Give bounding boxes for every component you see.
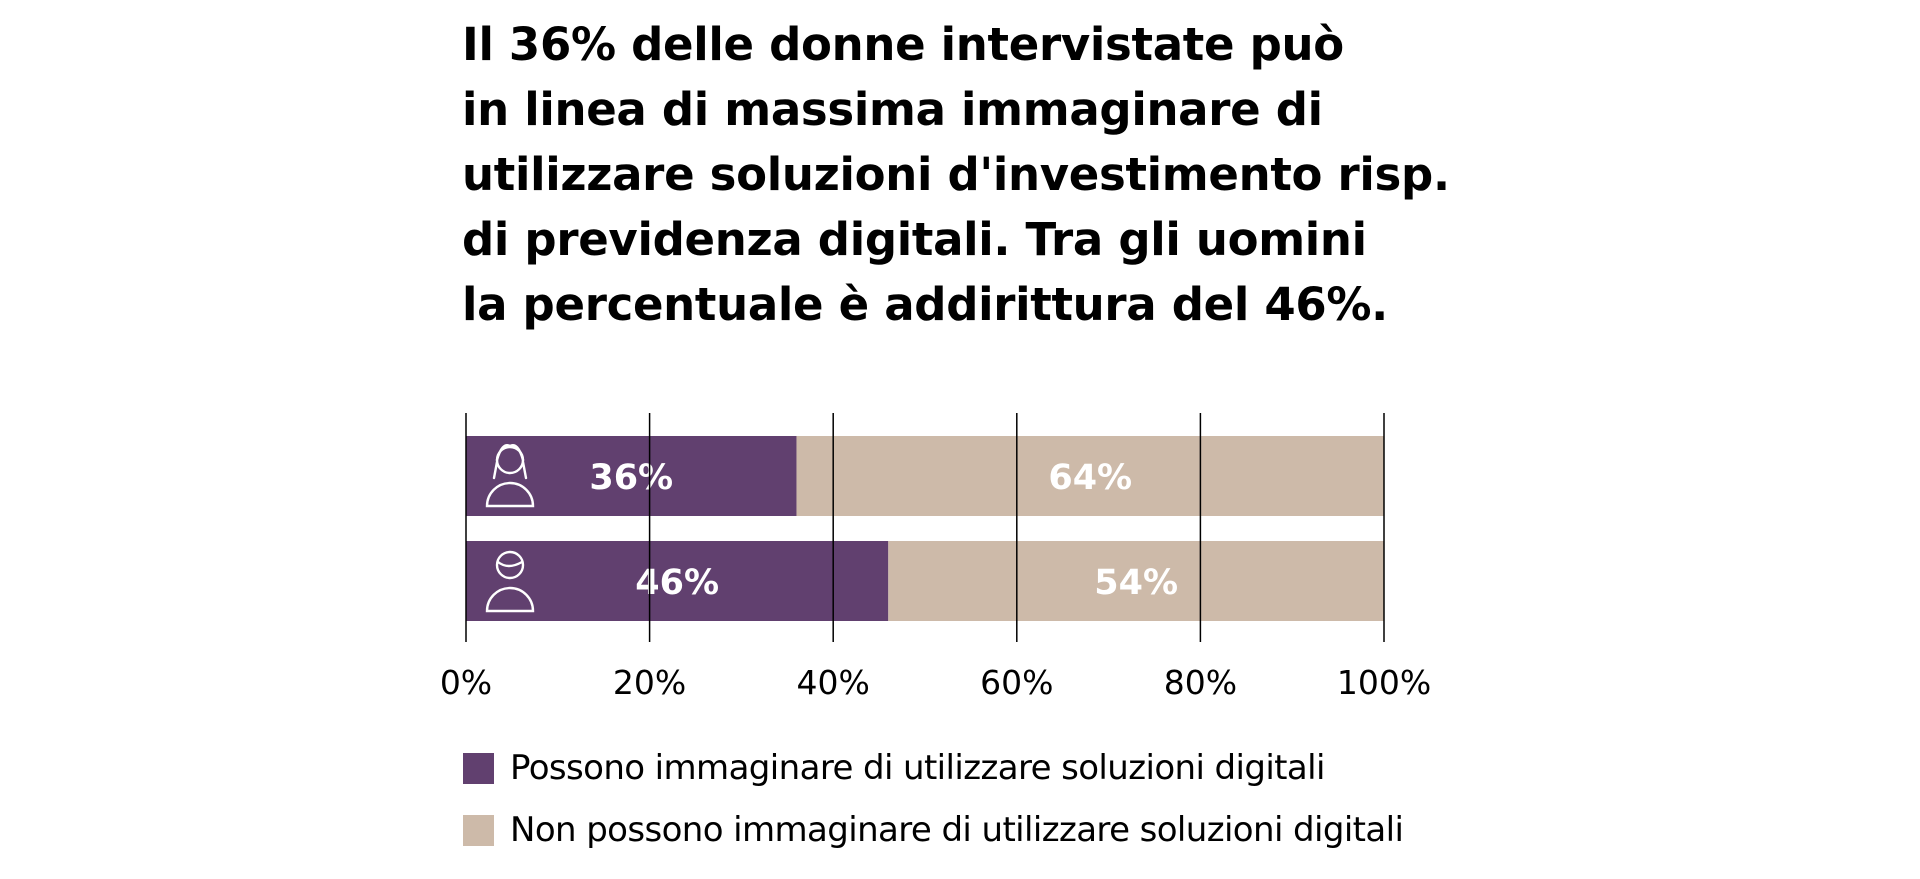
hair-shape bbox=[496, 560, 524, 568]
x-tick-label: 40% bbox=[797, 663, 870, 702]
title-line: Il 36% delle donne intervistate può bbox=[462, 18, 1344, 71]
body-shape bbox=[485, 586, 535, 613]
x-tick-label: 80% bbox=[1164, 663, 1237, 702]
legend-item-cannot-imagine: Non possono immaginare di utilizzare sol… bbox=[463, 810, 1404, 850]
title-line: in linea di massima immaginare di bbox=[462, 83, 1323, 136]
body-shape bbox=[485, 481, 535, 508]
bar-segment-cannot-imagine bbox=[796, 436, 1384, 516]
bar-value-label: 54% bbox=[1094, 563, 1178, 603]
hair-shape bbox=[492, 444, 528, 480]
x-tick-label: 60% bbox=[980, 663, 1053, 702]
legend-label: Possono immaginare di utilizzare soluzio… bbox=[510, 748, 1325, 788]
bar-value-label: 46% bbox=[635, 563, 719, 603]
man-icon bbox=[485, 550, 535, 613]
title-line: utilizzare soluzioni d'investimento risp… bbox=[462, 148, 1450, 201]
legend-swatch-beige bbox=[463, 814, 494, 846]
stacked-bar-chart: 36% 64% 46% 54% 0% 20% 40% 60% 80% 100% bbox=[440, 413, 1431, 702]
x-tick-label: 20% bbox=[613, 663, 686, 702]
head-shape bbox=[495, 550, 525, 580]
woman-icon bbox=[485, 444, 535, 508]
legend-label: Non possono immaginare di utilizzare sol… bbox=[510, 810, 1404, 850]
bar-value-label: 64% bbox=[1048, 458, 1132, 498]
bar-segment-can-imagine bbox=[466, 436, 797, 516]
legend-swatch-purple bbox=[463, 752, 494, 784]
bar-segment-cannot-imagine bbox=[888, 541, 1384, 621]
legend-item-can-imagine: Possono immaginare di utilizzare soluzio… bbox=[463, 748, 1403, 788]
legend: Possono immaginare di utilizzare soluzio… bbox=[463, 748, 1404, 876]
bar-segment-can-imagine bbox=[466, 541, 889, 621]
title-line: di previdenza digitali. Tra gli uomini bbox=[462, 213, 1367, 266]
chart-title: Il 36% delle donne intervistate può in l… bbox=[462, 12, 1462, 337]
x-tick-label: 100% bbox=[1337, 663, 1431, 702]
x-tick-label: 0% bbox=[440, 663, 492, 702]
bar-value-label: 36% bbox=[589, 458, 673, 498]
title-line: la percentuale è addirittura del 46%. bbox=[462, 278, 1388, 331]
